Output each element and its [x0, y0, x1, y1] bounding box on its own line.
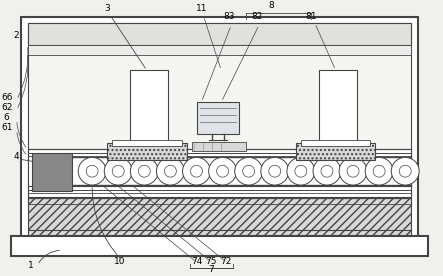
Bar — [27, 45, 411, 55]
Bar — [191, 142, 246, 152]
Circle shape — [190, 165, 202, 177]
Bar — [27, 23, 411, 206]
Text: 7: 7 — [209, 265, 214, 274]
Bar — [319, 70, 357, 144]
Bar — [296, 142, 375, 160]
Circle shape — [138, 165, 150, 177]
Bar — [20, 17, 418, 244]
Text: 61: 61 — [1, 123, 12, 132]
Text: 11: 11 — [196, 4, 207, 13]
Text: 2: 2 — [14, 31, 19, 40]
Circle shape — [112, 165, 124, 177]
Bar — [27, 198, 411, 235]
Bar — [27, 23, 411, 45]
Text: 66: 66 — [1, 93, 12, 102]
Circle shape — [156, 157, 184, 185]
Text: 83: 83 — [224, 12, 235, 21]
Circle shape — [295, 165, 307, 177]
Text: 81: 81 — [305, 12, 317, 21]
Circle shape — [217, 165, 229, 177]
Circle shape — [86, 165, 98, 177]
Text: 10: 10 — [114, 257, 126, 266]
Circle shape — [183, 157, 210, 185]
Circle shape — [209, 157, 237, 185]
Text: 72: 72 — [221, 257, 232, 266]
Text: 82: 82 — [252, 12, 263, 21]
Bar — [130, 70, 167, 144]
Circle shape — [261, 157, 289, 185]
Circle shape — [235, 157, 263, 185]
Circle shape — [373, 165, 385, 177]
Bar — [11, 237, 428, 256]
Circle shape — [347, 165, 359, 177]
Circle shape — [287, 157, 315, 185]
Bar — [27, 150, 411, 197]
Circle shape — [313, 157, 341, 185]
Text: 6: 6 — [4, 113, 9, 122]
Circle shape — [243, 165, 255, 177]
Circle shape — [164, 165, 176, 177]
Circle shape — [391, 157, 419, 185]
Text: 62: 62 — [1, 103, 12, 112]
Circle shape — [104, 157, 132, 185]
Text: 74: 74 — [191, 257, 202, 266]
Bar — [198, 102, 239, 134]
Text: 3: 3 — [104, 4, 110, 13]
Bar — [301, 140, 370, 145]
Bar — [107, 142, 187, 160]
Circle shape — [321, 165, 333, 177]
Bar — [112, 140, 182, 145]
Text: 4: 4 — [14, 152, 19, 161]
Circle shape — [130, 157, 158, 185]
Text: 75: 75 — [206, 257, 217, 266]
Circle shape — [78, 157, 106, 185]
Text: 8: 8 — [268, 1, 274, 10]
Bar — [32, 153, 72, 191]
Circle shape — [399, 165, 411, 177]
Circle shape — [269, 165, 281, 177]
Circle shape — [339, 157, 367, 185]
Circle shape — [365, 157, 393, 185]
Text: 1: 1 — [27, 261, 33, 270]
